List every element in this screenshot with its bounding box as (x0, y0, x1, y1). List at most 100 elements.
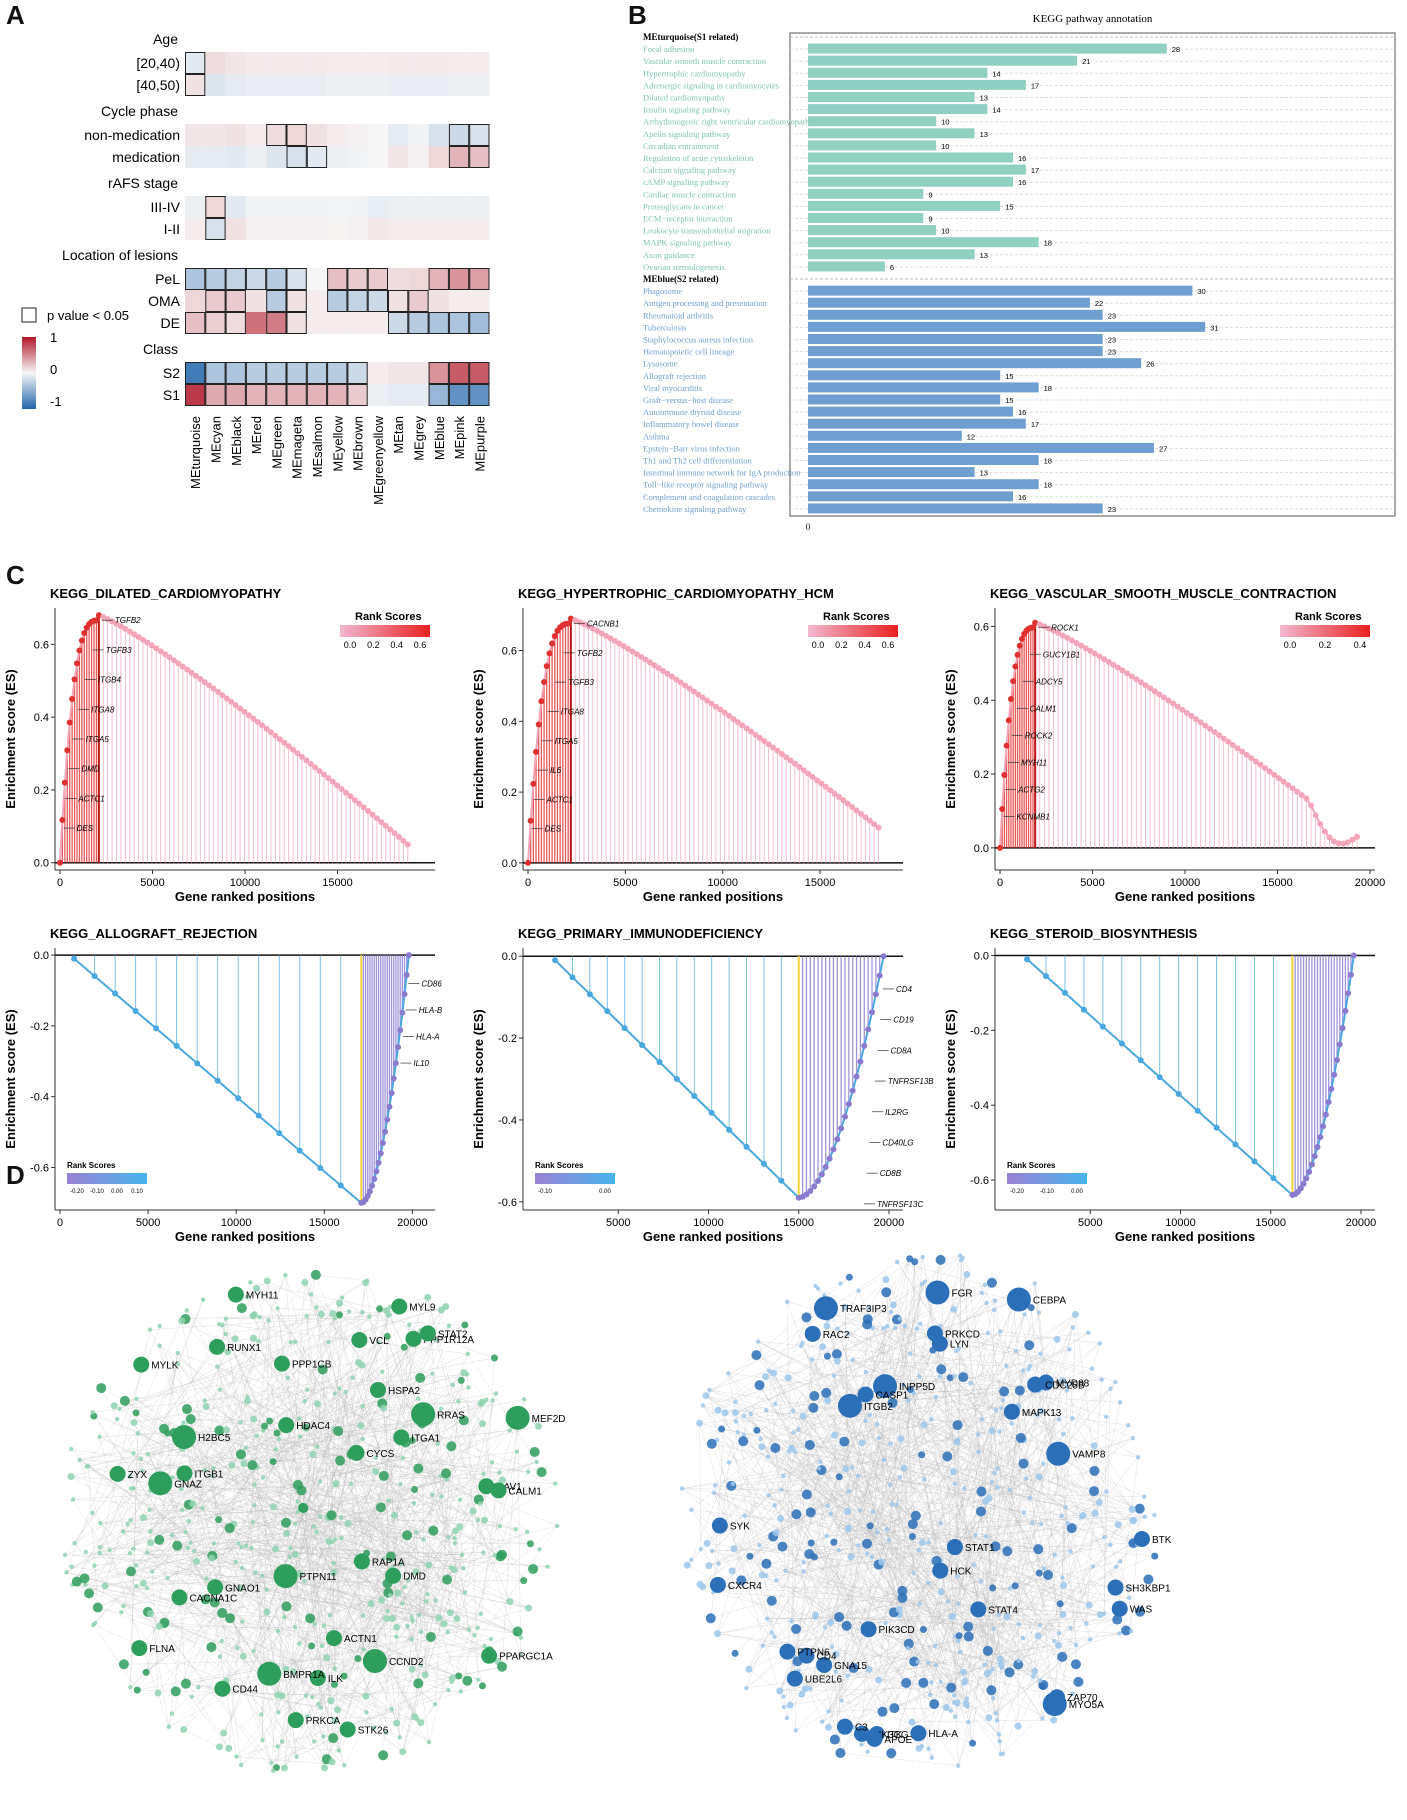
green-network-node (243, 1445, 248, 1450)
blue-network-node (709, 1548, 715, 1554)
gsea-es-point (871, 821, 878, 828)
blue-network-node (726, 1480, 737, 1491)
green-network-node (128, 1684, 133, 1690)
gsea-es-point (1325, 1099, 1332, 1106)
gsea-es-point (157, 648, 164, 655)
blue-network-node (1095, 1498, 1103, 1506)
green-hub-label: CALM1 (509, 1486, 543, 1497)
heatmap-sig-box (266, 124, 287, 146)
blue-network-node (1066, 1523, 1077, 1534)
blue-network-node (907, 1519, 918, 1530)
blue-network-node (1043, 1569, 1054, 1580)
gsea-es-point (691, 1092, 698, 1099)
green-network-node (295, 1509, 300, 1515)
green-network-node (302, 1578, 307, 1584)
gsea-es-point (1262, 765, 1269, 772)
gsea-es-point (1335, 840, 1342, 847)
blue-network-node (826, 1709, 831, 1714)
blue-hub-node (1027, 1376, 1044, 1393)
blue-network-node (1059, 1377, 1067, 1385)
gsea-es-point (1179, 706, 1186, 713)
gsea-es-point (397, 1027, 404, 1034)
green-network-node (211, 1541, 216, 1546)
blue-network-node (1057, 1630, 1062, 1636)
heatmap-row-label: S2 (163, 365, 180, 381)
gsea-plots: KEGG_DILATED_CARDIOMYOPATHY0.00.20.40.60… (3, 586, 1385, 1244)
gsea-es-point (392, 1060, 399, 1067)
green-network-node (117, 1406, 122, 1411)
gsea-x-tick: 0 (525, 877, 531, 889)
green-hub-label: PRKCA (306, 1716, 341, 1727)
blue-network-node (790, 1408, 796, 1413)
blue-network-node (774, 1578, 779, 1583)
gsea-es-point (71, 955, 78, 962)
heatmap-cell (388, 384, 409, 406)
heatmap-sig-box (205, 218, 226, 240)
blue-network-node (942, 1704, 950, 1712)
gsea-es-point (317, 1165, 324, 1172)
blue-network-node (705, 1613, 716, 1624)
green-network-node (244, 1294, 250, 1300)
gsea-es-point (112, 990, 119, 997)
gsea-es-point (815, 1177, 822, 1184)
heatmap-cell (367, 146, 388, 168)
rank-legend-bar (340, 625, 430, 637)
gsea-es-point (1137, 1057, 1144, 1064)
blue-network-node (862, 1538, 873, 1549)
green-network-node (228, 1461, 236, 1469)
blue-network-node (702, 1392, 710, 1400)
gsea-es-point (586, 991, 593, 998)
blue-network-node (908, 1351, 913, 1356)
blue-network-node (916, 1547, 921, 1553)
green-network-node (62, 1552, 68, 1558)
gsea-es-point (549, 640, 556, 647)
green-network-node (180, 1507, 185, 1513)
blue-network-node (730, 1545, 738, 1553)
blue-network-node (781, 1694, 786, 1699)
green-network-node (475, 1677, 481, 1683)
green-network-node (402, 1530, 413, 1541)
heatmap-sig-box (448, 268, 470, 290)
blue-network-node (1143, 1574, 1154, 1585)
kegg-bar (808, 200, 1001, 211)
heatmap-cell (327, 384, 348, 406)
gsea-es-point (377, 1150, 384, 1157)
gsea-es-point (1311, 1153, 1318, 1160)
gsea-es-point (59, 817, 66, 824)
rank-legend-tick: -0.10 (90, 1189, 104, 1195)
gsea-y-tick: 0.6 (974, 621, 989, 633)
blue-network-node (918, 1677, 929, 1688)
kegg-bar-value: 13 (980, 94, 988, 103)
green-network-node (394, 1634, 399, 1639)
gsea-es-point (395, 1044, 402, 1051)
gsea-es-point (682, 682, 689, 689)
gsea-es-point (1078, 642, 1085, 649)
green-network-node (360, 1436, 365, 1442)
blue-network-node (1142, 1494, 1147, 1499)
gsea-es-point (589, 625, 596, 632)
heatmap-cell (245, 74, 267, 96)
green-network-node (340, 1672, 348, 1680)
gsea-es-point (739, 722, 746, 729)
color-scale-tick: 0 (50, 362, 57, 377)
green-network-node (225, 1613, 236, 1624)
gsea-es-point (1312, 812, 1319, 819)
blue-network-node (1002, 1546, 1013, 1557)
heatmap-sig-box (225, 268, 246, 290)
green-network-node (372, 1468, 380, 1476)
gsea-es-point (1091, 650, 1098, 657)
green-network-node (382, 1307, 390, 1315)
blue-network-node (812, 1611, 820, 1619)
blue-network-node (1022, 1312, 1027, 1317)
blue-network-node (758, 1436, 763, 1442)
blue-network-node (1014, 1385, 1025, 1396)
blue-network-node (1050, 1716, 1058, 1724)
gsea-es-point (399, 1009, 406, 1016)
gsea-es-point (57, 859, 63, 866)
gsea-y-tick: 0.0 (974, 843, 989, 855)
green-network-node (296, 1570, 304, 1578)
gsea-es-point (386, 1103, 393, 1110)
blue-hub-label: ZAP70 (1067, 1693, 1098, 1704)
blue-network-node (1007, 1487, 1012, 1493)
kegg-pathway-label: Axon guidance (643, 250, 695, 260)
